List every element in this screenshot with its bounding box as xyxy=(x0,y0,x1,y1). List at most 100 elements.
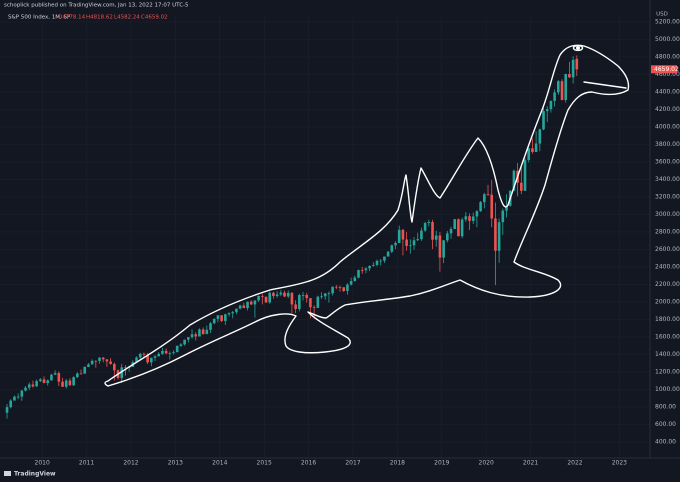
candle-body xyxy=(557,81,560,93)
candle-body xyxy=(468,216,471,221)
candle-body xyxy=(401,229,405,240)
candle-body xyxy=(309,298,312,308)
y-tick-label: 4200.00 xyxy=(655,106,680,113)
legend-high: H4818.62 xyxy=(86,15,113,21)
candle-body xyxy=(294,304,297,309)
candle-body xyxy=(16,396,20,398)
candle-body xyxy=(564,74,568,101)
candle-body xyxy=(534,143,538,152)
candle-body xyxy=(24,387,27,391)
y-tick-label: 5000.00 xyxy=(655,36,680,43)
legend-low: L4582.24 xyxy=(114,15,140,21)
candle-body xyxy=(113,363,116,371)
candle-body xyxy=(449,228,453,234)
x-tick-label: 2020 xyxy=(479,460,494,467)
candle-body xyxy=(53,373,57,375)
y-tick-label: 4800.00 xyxy=(655,53,680,60)
candle-body xyxy=(175,345,179,353)
candle-body xyxy=(135,357,138,363)
x-tick-label: 2017 xyxy=(345,460,360,467)
y-tick-label: 1000.00 xyxy=(655,386,680,393)
candle-body xyxy=(283,292,286,297)
candle-body xyxy=(372,264,375,266)
candle-body xyxy=(379,260,383,262)
candle-body xyxy=(9,400,13,408)
candle-body xyxy=(364,268,368,271)
candle-body xyxy=(549,100,553,110)
candle-body xyxy=(523,160,527,191)
candle-body xyxy=(320,296,323,298)
candle-body xyxy=(553,92,556,101)
candle-body xyxy=(375,260,379,265)
y-tick-label: 1200.00 xyxy=(655,368,680,375)
candle-body xyxy=(238,305,242,309)
candle-body xyxy=(42,379,46,384)
x-tick-label: 2012 xyxy=(123,460,138,467)
candle-body xyxy=(568,74,571,78)
candle-body xyxy=(327,293,331,295)
candle-body xyxy=(323,293,327,297)
publisher-header: schoplick published on TradingView.com, … xyxy=(4,3,189,9)
candle-body xyxy=(68,380,72,386)
candle-body xyxy=(434,235,438,240)
y-tick-label: 600.00 xyxy=(655,421,676,428)
candle-body xyxy=(194,334,198,337)
y-tick-label: 1400.00 xyxy=(655,351,680,358)
candle-body xyxy=(416,239,420,241)
candle-body xyxy=(505,205,508,211)
y-tick-label: 3200.00 xyxy=(655,193,680,200)
candle-body xyxy=(83,366,87,374)
x-tick-label: 2015 xyxy=(257,460,272,467)
candle-body xyxy=(101,357,105,360)
candle-body xyxy=(249,301,253,305)
candle-body xyxy=(490,194,494,219)
candles xyxy=(5,55,579,419)
candle-body xyxy=(153,356,157,358)
x-tick-label: 2023 xyxy=(612,460,627,467)
candle-body xyxy=(390,245,394,252)
candle-body xyxy=(357,270,360,278)
candle-body xyxy=(431,221,434,240)
candle-body xyxy=(494,218,497,251)
candle-body xyxy=(142,353,146,355)
dinosaur-pupil xyxy=(576,46,581,51)
candle-body xyxy=(190,334,194,338)
candle-body xyxy=(242,305,246,309)
candle-body xyxy=(338,287,342,288)
candle-body xyxy=(261,296,264,297)
candle-body xyxy=(386,251,390,257)
candle-body xyxy=(150,357,153,363)
candle-body xyxy=(183,339,186,345)
candle-body xyxy=(31,384,35,387)
candle-body xyxy=(35,381,38,387)
candle-body xyxy=(394,243,397,246)
last-price-box xyxy=(651,65,677,74)
candle-body xyxy=(246,301,249,309)
candle-body xyxy=(457,219,460,237)
candle-body xyxy=(335,286,338,288)
candle-body xyxy=(301,294,305,296)
candle-body xyxy=(331,286,334,294)
grid xyxy=(0,14,650,458)
candle-body xyxy=(161,350,164,354)
x-tick-label: 2018 xyxy=(390,460,405,467)
candle-body xyxy=(138,353,142,358)
candle-body xyxy=(423,223,427,231)
candle-body xyxy=(105,359,109,362)
candle-body xyxy=(50,374,53,381)
candle-body xyxy=(157,353,161,357)
candle-body xyxy=(520,182,523,191)
candle-body xyxy=(575,58,579,70)
candle-body xyxy=(542,111,545,130)
y-tick-label: 3600.00 xyxy=(655,158,680,165)
candle-body xyxy=(479,202,482,212)
candle-body xyxy=(220,315,223,321)
dinosaur-outline xyxy=(104,44,630,387)
candle-body xyxy=(512,170,516,191)
legend: S&P 500 Index, 1M, SP O4778.14 H4818.62 … xyxy=(8,15,168,21)
candle-body xyxy=(305,294,309,299)
candle-body xyxy=(79,373,83,375)
candle-body xyxy=(57,373,61,382)
x-tick-label: 2022 xyxy=(567,460,582,467)
